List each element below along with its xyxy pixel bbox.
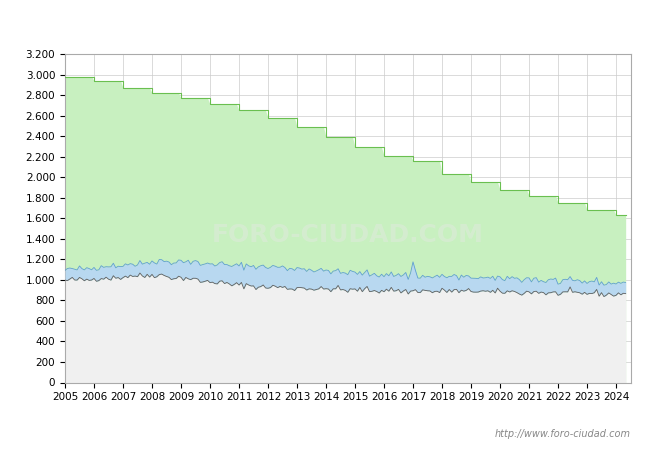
Text: Tordoia - Evolucion de la poblacion en edad de Trabajar Mayo de 2024: Tordoia - Evolucion de la poblacion en e…	[68, 13, 582, 28]
Text: FORO-CIUDAD.COM: FORO-CIUDAD.COM	[212, 223, 484, 247]
Text: http://www.foro-ciudad.com: http://www.foro-ciudad.com	[495, 429, 630, 439]
